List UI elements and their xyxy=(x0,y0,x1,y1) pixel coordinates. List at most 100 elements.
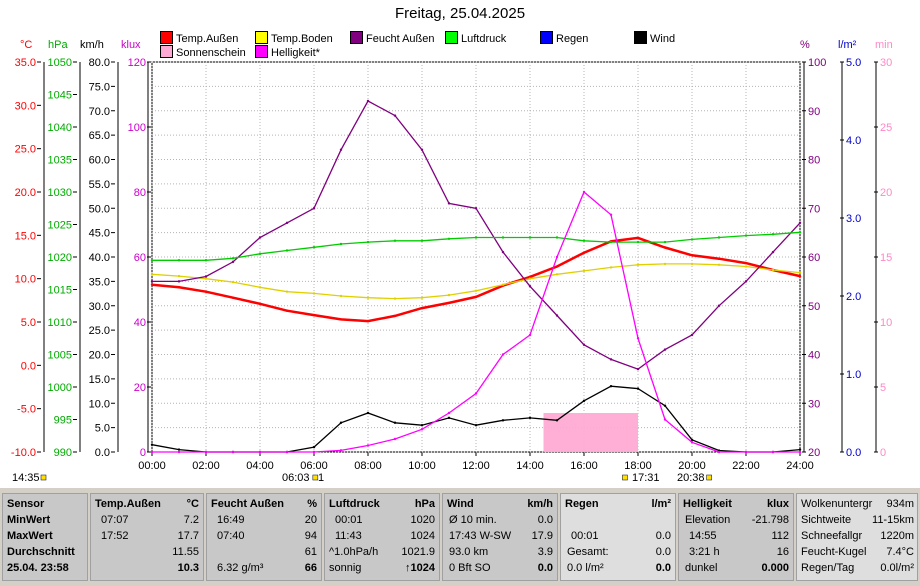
data-point xyxy=(636,387,640,390)
klux-axis-label: 20 xyxy=(134,382,146,394)
temp-axis-label: 35.0 xyxy=(15,57,36,69)
pct-axis-label: 70 xyxy=(808,203,820,215)
legend-item-regen: Regen xyxy=(540,31,588,45)
sec-humidity: Feucht Außen % 16:49 20 07:40 94 61 6.32… xyxy=(206,493,322,581)
data-point xyxy=(312,207,316,210)
data-point xyxy=(798,271,802,274)
data-point xyxy=(663,246,667,249)
hpa-axis-label: 1040 xyxy=(48,122,72,134)
data-point xyxy=(771,450,775,454)
wind-daily-avg: 3.9 xyxy=(537,546,553,558)
humidity-absolute: 6.32 g/m³ xyxy=(217,562,264,574)
temp-max-value: 17.7 xyxy=(177,530,199,542)
data-point xyxy=(582,190,586,194)
klux-axis-label: 100 xyxy=(128,122,146,134)
legend-swatch xyxy=(634,31,647,44)
hpa-axis-label: 1005 xyxy=(48,350,72,362)
data-point xyxy=(447,202,451,205)
legend-item-helligkeit: Helligkeit* xyxy=(255,45,320,59)
data-point xyxy=(312,313,316,317)
light-avg-value: 16 xyxy=(776,546,789,558)
header-light: Helligkeit xyxy=(683,498,732,510)
kmh-axis-label: 75.0 xyxy=(89,81,110,93)
data-point xyxy=(501,250,505,254)
kmh-axis-label: 40.0 xyxy=(89,252,110,264)
data-point xyxy=(798,448,802,451)
min-axis-label: 5 xyxy=(880,382,886,394)
data-point xyxy=(555,273,559,276)
temp-max-time: 17:52 xyxy=(101,530,129,542)
kmh-axis-label: 60.0 xyxy=(89,155,110,167)
sunrise-label: 06:03 xyxy=(282,472,310,484)
hpa-axis-label: 1015 xyxy=(48,285,72,297)
data-point xyxy=(393,297,397,300)
data-point xyxy=(177,450,181,454)
data-point xyxy=(393,421,397,424)
data-point xyxy=(555,419,559,422)
temp-axis-label: -5.0 xyxy=(17,404,36,416)
data-point xyxy=(393,239,397,242)
unit-temp: °C xyxy=(20,39,33,51)
data-point xyxy=(582,343,586,346)
visibility-value: 11-15km xyxy=(872,514,914,526)
data-point xyxy=(393,314,397,318)
hpa-axis-label: 1010 xyxy=(48,317,72,329)
data-point xyxy=(447,237,451,240)
data-point xyxy=(177,286,181,289)
kmh-axis-label: 15.0 xyxy=(89,374,110,386)
kmh-axis-label: 5.0 xyxy=(95,423,110,435)
light-current-value: 0.000 xyxy=(761,562,789,574)
data-point xyxy=(258,450,262,454)
header-pressure-unit: hPa xyxy=(414,498,435,510)
header-rain: Regen xyxy=(565,498,599,510)
pressure-min-time: 00:01 xyxy=(335,514,363,526)
data-point xyxy=(474,423,478,427)
cloud-base-value: 934m xyxy=(886,498,914,510)
data-point xyxy=(609,384,613,388)
sec-wind: Wind km/h Ø 10 min. 0.0 17:43 W-SW 17.9 … xyxy=(442,493,558,581)
data-point xyxy=(204,259,208,262)
row-label-max: MaxWert xyxy=(7,530,53,542)
klux-axis-label: 120 xyxy=(128,57,146,69)
data-point xyxy=(690,438,694,442)
data-point xyxy=(609,240,613,244)
data-point xyxy=(339,148,343,151)
kmh-axis-label: 80.0 xyxy=(89,57,110,69)
data-point xyxy=(285,450,289,454)
data-point xyxy=(609,266,613,269)
kmh-axis-label: 20.0 xyxy=(89,350,110,362)
x-tick-label: 12:00 xyxy=(462,460,490,472)
humidity-max-time: 07:40 xyxy=(217,530,245,542)
data-point xyxy=(690,238,694,241)
sec-sensor: Sensor MinWert MaxWert Durchschnitt 25.0… xyxy=(2,493,88,581)
header-humidity: Feucht Außen xyxy=(211,498,284,510)
data-point xyxy=(393,114,397,117)
legend-swatch xyxy=(160,31,173,44)
data-point xyxy=(393,437,397,441)
kmh-axis-label: 35.0 xyxy=(89,276,110,288)
legend-item-temp-aussen: Temp.Außen xyxy=(160,31,238,45)
data-point xyxy=(690,262,694,266)
kmh-axis-label: 30.0 xyxy=(89,301,110,313)
x-tick-label: 20:00 xyxy=(678,460,706,472)
wet-bulb-value: 7.4°C xyxy=(886,546,914,558)
legend-swatch xyxy=(445,31,458,44)
temp-axis-label: 5.0 xyxy=(21,317,36,329)
data-point xyxy=(636,236,640,240)
kmh-axis-label: 45.0 xyxy=(89,228,110,240)
data-point xyxy=(528,275,532,279)
legend-swatch xyxy=(255,45,268,58)
timeline-left-marker xyxy=(40,474,47,481)
hpa-axis-label: 1030 xyxy=(48,187,72,199)
data-point xyxy=(501,236,505,239)
kmh-axis-label: 50.0 xyxy=(89,203,110,215)
temp-min-time: 07:07 xyxy=(101,514,129,526)
kmh-axis-label: 70.0 xyxy=(89,106,110,118)
humidity-min-time: 16:49 xyxy=(217,514,245,526)
data-point xyxy=(555,265,559,268)
noon-label: 17:31 xyxy=(632,472,660,484)
temp-axis-label: -10.0 xyxy=(11,447,36,459)
data-point xyxy=(177,274,181,278)
pressure-trend: ^1.0hPa/h xyxy=(329,546,379,558)
data-point xyxy=(798,221,802,225)
